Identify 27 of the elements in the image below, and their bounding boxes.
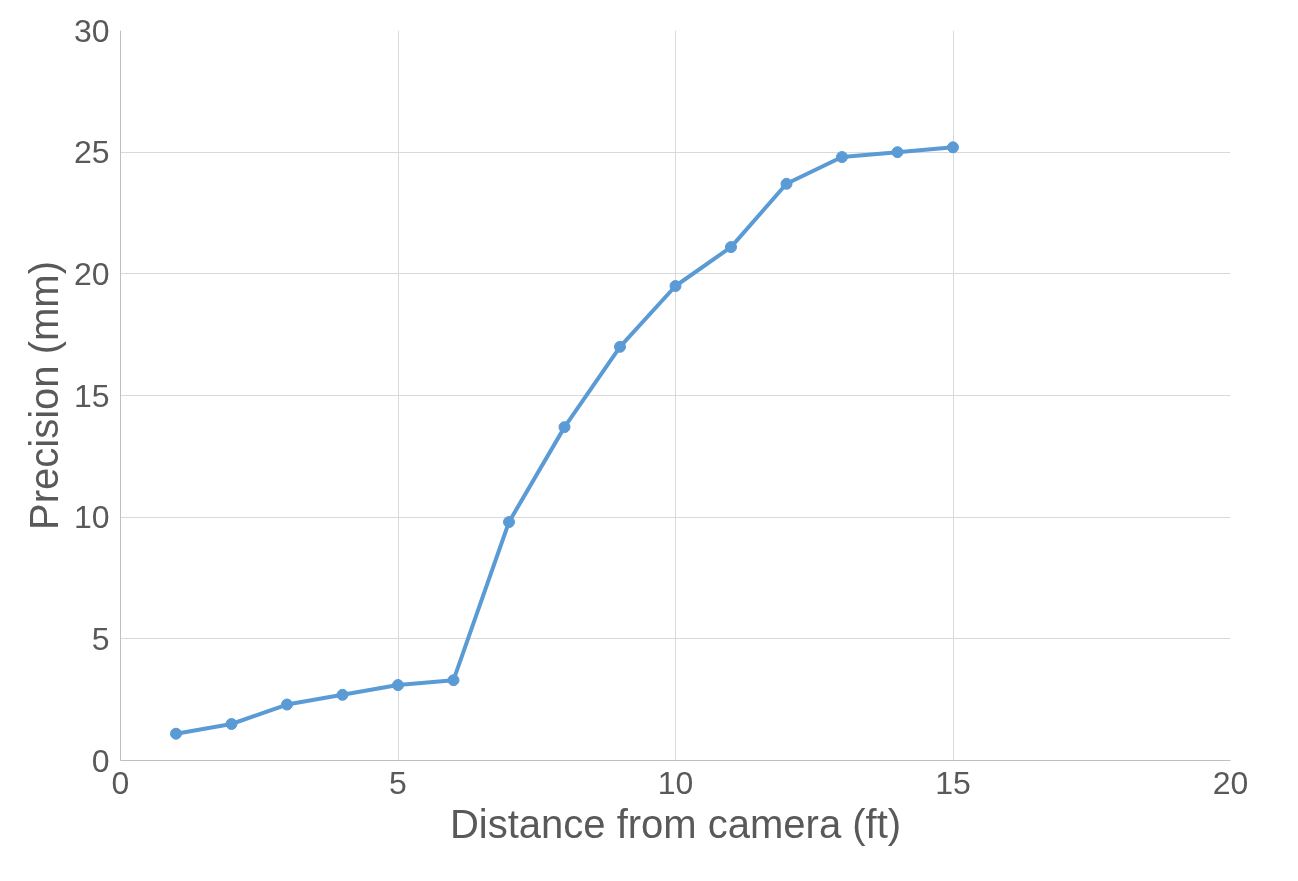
- y-tick-label: 25: [73, 134, 110, 171]
- y-tick-label: 5: [91, 620, 110, 657]
- point: [392, 679, 404, 692]
- y-tick-label: 10: [73, 499, 110, 536]
- x-tick-label: 15: [935, 764, 971, 801]
- point: [558, 421, 571, 434]
- point: [170, 727, 182, 740]
- point: [281, 698, 293, 711]
- y-axis-title: Precision (mm): [21, 261, 66, 530]
- point: [836, 151, 848, 164]
- x-tick-label: 10: [657, 764, 694, 801]
- point: [669, 280, 682, 292]
- point: [947, 141, 959, 154]
- point: [336, 688, 349, 701]
- y-tick-label: 15: [73, 377, 110, 414]
- x-axis-title: Distance from camera (ft): [449, 801, 902, 846]
- point: [780, 177, 793, 190]
- point: [891, 146, 904, 159]
- x-tick-label: 5: [389, 764, 407, 801]
- point: [503, 516, 515, 529]
- y-tick-label: 30: [73, 12, 110, 49]
- point: [614, 340, 626, 353]
- point: [447, 674, 460, 687]
- point: [725, 241, 737, 254]
- y-tick-label: 20: [73, 255, 110, 292]
- x-tick-label: 20: [1212, 764, 1249, 801]
- point: [225, 718, 238, 730]
